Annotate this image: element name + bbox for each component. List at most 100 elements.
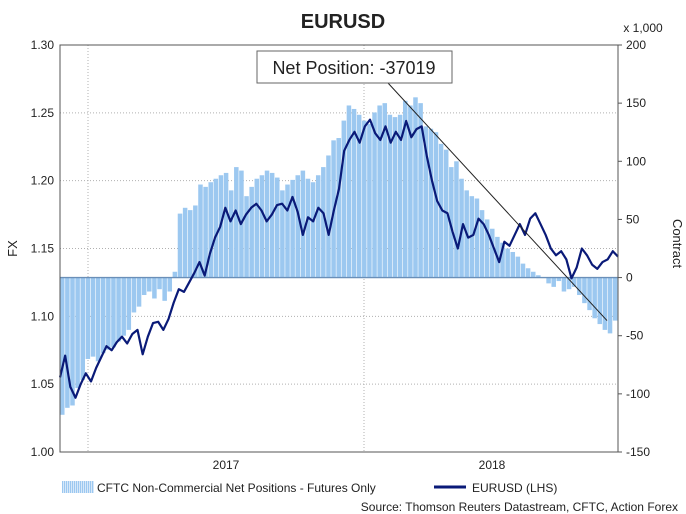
net-position-bar xyxy=(141,277,147,296)
net-position-annotation: Net Position: -37019 xyxy=(256,50,453,84)
right-tick-label: -100 xyxy=(626,387,650,401)
net-position-bar xyxy=(530,271,536,278)
eurusd-line xyxy=(58,118,619,399)
left-axis-label: FX xyxy=(5,240,20,257)
net-position-bar xyxy=(525,268,531,278)
net-position-bar xyxy=(612,277,618,321)
net-position-bar xyxy=(336,138,341,278)
net-position-bar xyxy=(571,277,577,287)
net-position-bar xyxy=(346,105,352,278)
net-position-bar xyxy=(80,277,85,380)
legend-bars-label: CFTC Non-Commercial Net Positions - Futu… xyxy=(97,481,376,495)
net-position-bar xyxy=(116,277,121,342)
net-position-bar xyxy=(515,256,521,278)
net-position-bar xyxy=(474,198,480,278)
net-position-bar xyxy=(70,277,75,406)
net-position-bar xyxy=(228,190,234,278)
net-position-bar xyxy=(520,263,526,278)
right-tick-label: -50 xyxy=(626,329,644,343)
net-position-bar xyxy=(561,277,567,292)
net-position-bar xyxy=(187,210,193,278)
net-position-bar xyxy=(372,112,377,278)
plot-border xyxy=(59,44,619,453)
net-position-bar xyxy=(351,108,357,278)
net-position-bar xyxy=(249,186,254,278)
net-position-bar xyxy=(280,190,285,278)
net-position-bar xyxy=(106,277,111,350)
net-position-bar xyxy=(136,277,142,307)
net-position-bar xyxy=(582,277,587,304)
net-position-bar xyxy=(126,277,132,330)
legend-swatch-stripe xyxy=(72,481,74,493)
right-axis-label: Contract xyxy=(670,219,685,269)
left-tick-label: 1.00 xyxy=(31,445,55,459)
net-position-bar xyxy=(254,178,260,278)
net-position-bar xyxy=(244,196,249,278)
net-position-bar xyxy=(587,277,592,311)
net-position-bar xyxy=(234,167,239,278)
net-position-bar xyxy=(315,175,321,278)
net-position-bar xyxy=(203,186,208,278)
eurusd-series-line xyxy=(58,118,619,399)
net-position-bar xyxy=(95,277,101,362)
right-tick-label: -150 xyxy=(626,445,650,459)
net-position-bar xyxy=(162,277,167,301)
right-axis-ticks: -150 -100 -50 0 50 100 150 200 xyxy=(618,38,650,459)
net-position-bar xyxy=(484,219,490,278)
net-position-bar xyxy=(85,277,91,359)
net-position-bar xyxy=(577,277,582,296)
left-tick-label: 1.05 xyxy=(31,377,55,391)
net-position-bar xyxy=(602,277,608,330)
net-position-bar xyxy=(193,205,198,278)
net-position-bar xyxy=(167,277,173,292)
net-position-bar xyxy=(592,277,597,319)
net-position-bar xyxy=(397,114,403,278)
right-tick-label: 100 xyxy=(626,154,646,168)
net-position-bar xyxy=(75,277,80,389)
legend-swatch-stripe xyxy=(66,481,68,493)
net-position-bar xyxy=(490,228,495,278)
left-tick-label: 1.15 xyxy=(31,242,55,256)
left-tick-label: 1.10 xyxy=(31,309,55,323)
net-position-bar xyxy=(213,178,219,278)
legend-swatch-stripe xyxy=(76,481,78,493)
net-position-bar xyxy=(152,277,157,299)
legend-swatch-stripe xyxy=(88,481,90,493)
net-position-bar xyxy=(264,170,270,278)
net-position-bar xyxy=(392,117,398,278)
right-tick-label: 50 xyxy=(626,212,640,226)
net-position-bar xyxy=(423,126,428,278)
net-position-bar xyxy=(438,143,444,278)
left-tick-label: 1.20 xyxy=(31,174,55,188)
legend-swatch-stripe xyxy=(80,481,82,493)
legend-swatch-stripe xyxy=(70,481,72,493)
left-tick-label: 1.30 xyxy=(31,38,55,52)
right-tick-label: 0 xyxy=(626,271,633,285)
legend-swatch-stripe xyxy=(82,481,84,493)
net-position-bar xyxy=(362,120,367,278)
source-note: Source: Thomson Reuters Datastream, CFTC… xyxy=(361,500,678,514)
net-position-bar xyxy=(413,97,418,278)
net-position-bar xyxy=(90,277,96,357)
trend-line xyxy=(387,82,608,321)
chart-title: EURUSD xyxy=(301,11,385,33)
net-position-bar xyxy=(449,167,454,278)
net-position-bar xyxy=(300,170,306,278)
net-position-bar xyxy=(428,128,434,278)
net-position-bar xyxy=(356,114,362,278)
net-position-bar xyxy=(341,120,347,278)
net-position-bar xyxy=(259,175,265,278)
right-tick-label: 200 xyxy=(626,38,646,52)
net-position-bar xyxy=(551,277,556,287)
legend-swatch-stripe xyxy=(86,481,88,493)
net-position-bar xyxy=(500,242,505,278)
net-position-bars xyxy=(60,97,618,415)
net-position-bar xyxy=(505,248,510,278)
net-position-bar xyxy=(382,103,388,278)
x-tick-label: 2018 xyxy=(479,458,506,472)
net-position-bar xyxy=(285,184,290,278)
net-position-bar xyxy=(275,177,280,278)
net-position-bar xyxy=(418,103,423,278)
